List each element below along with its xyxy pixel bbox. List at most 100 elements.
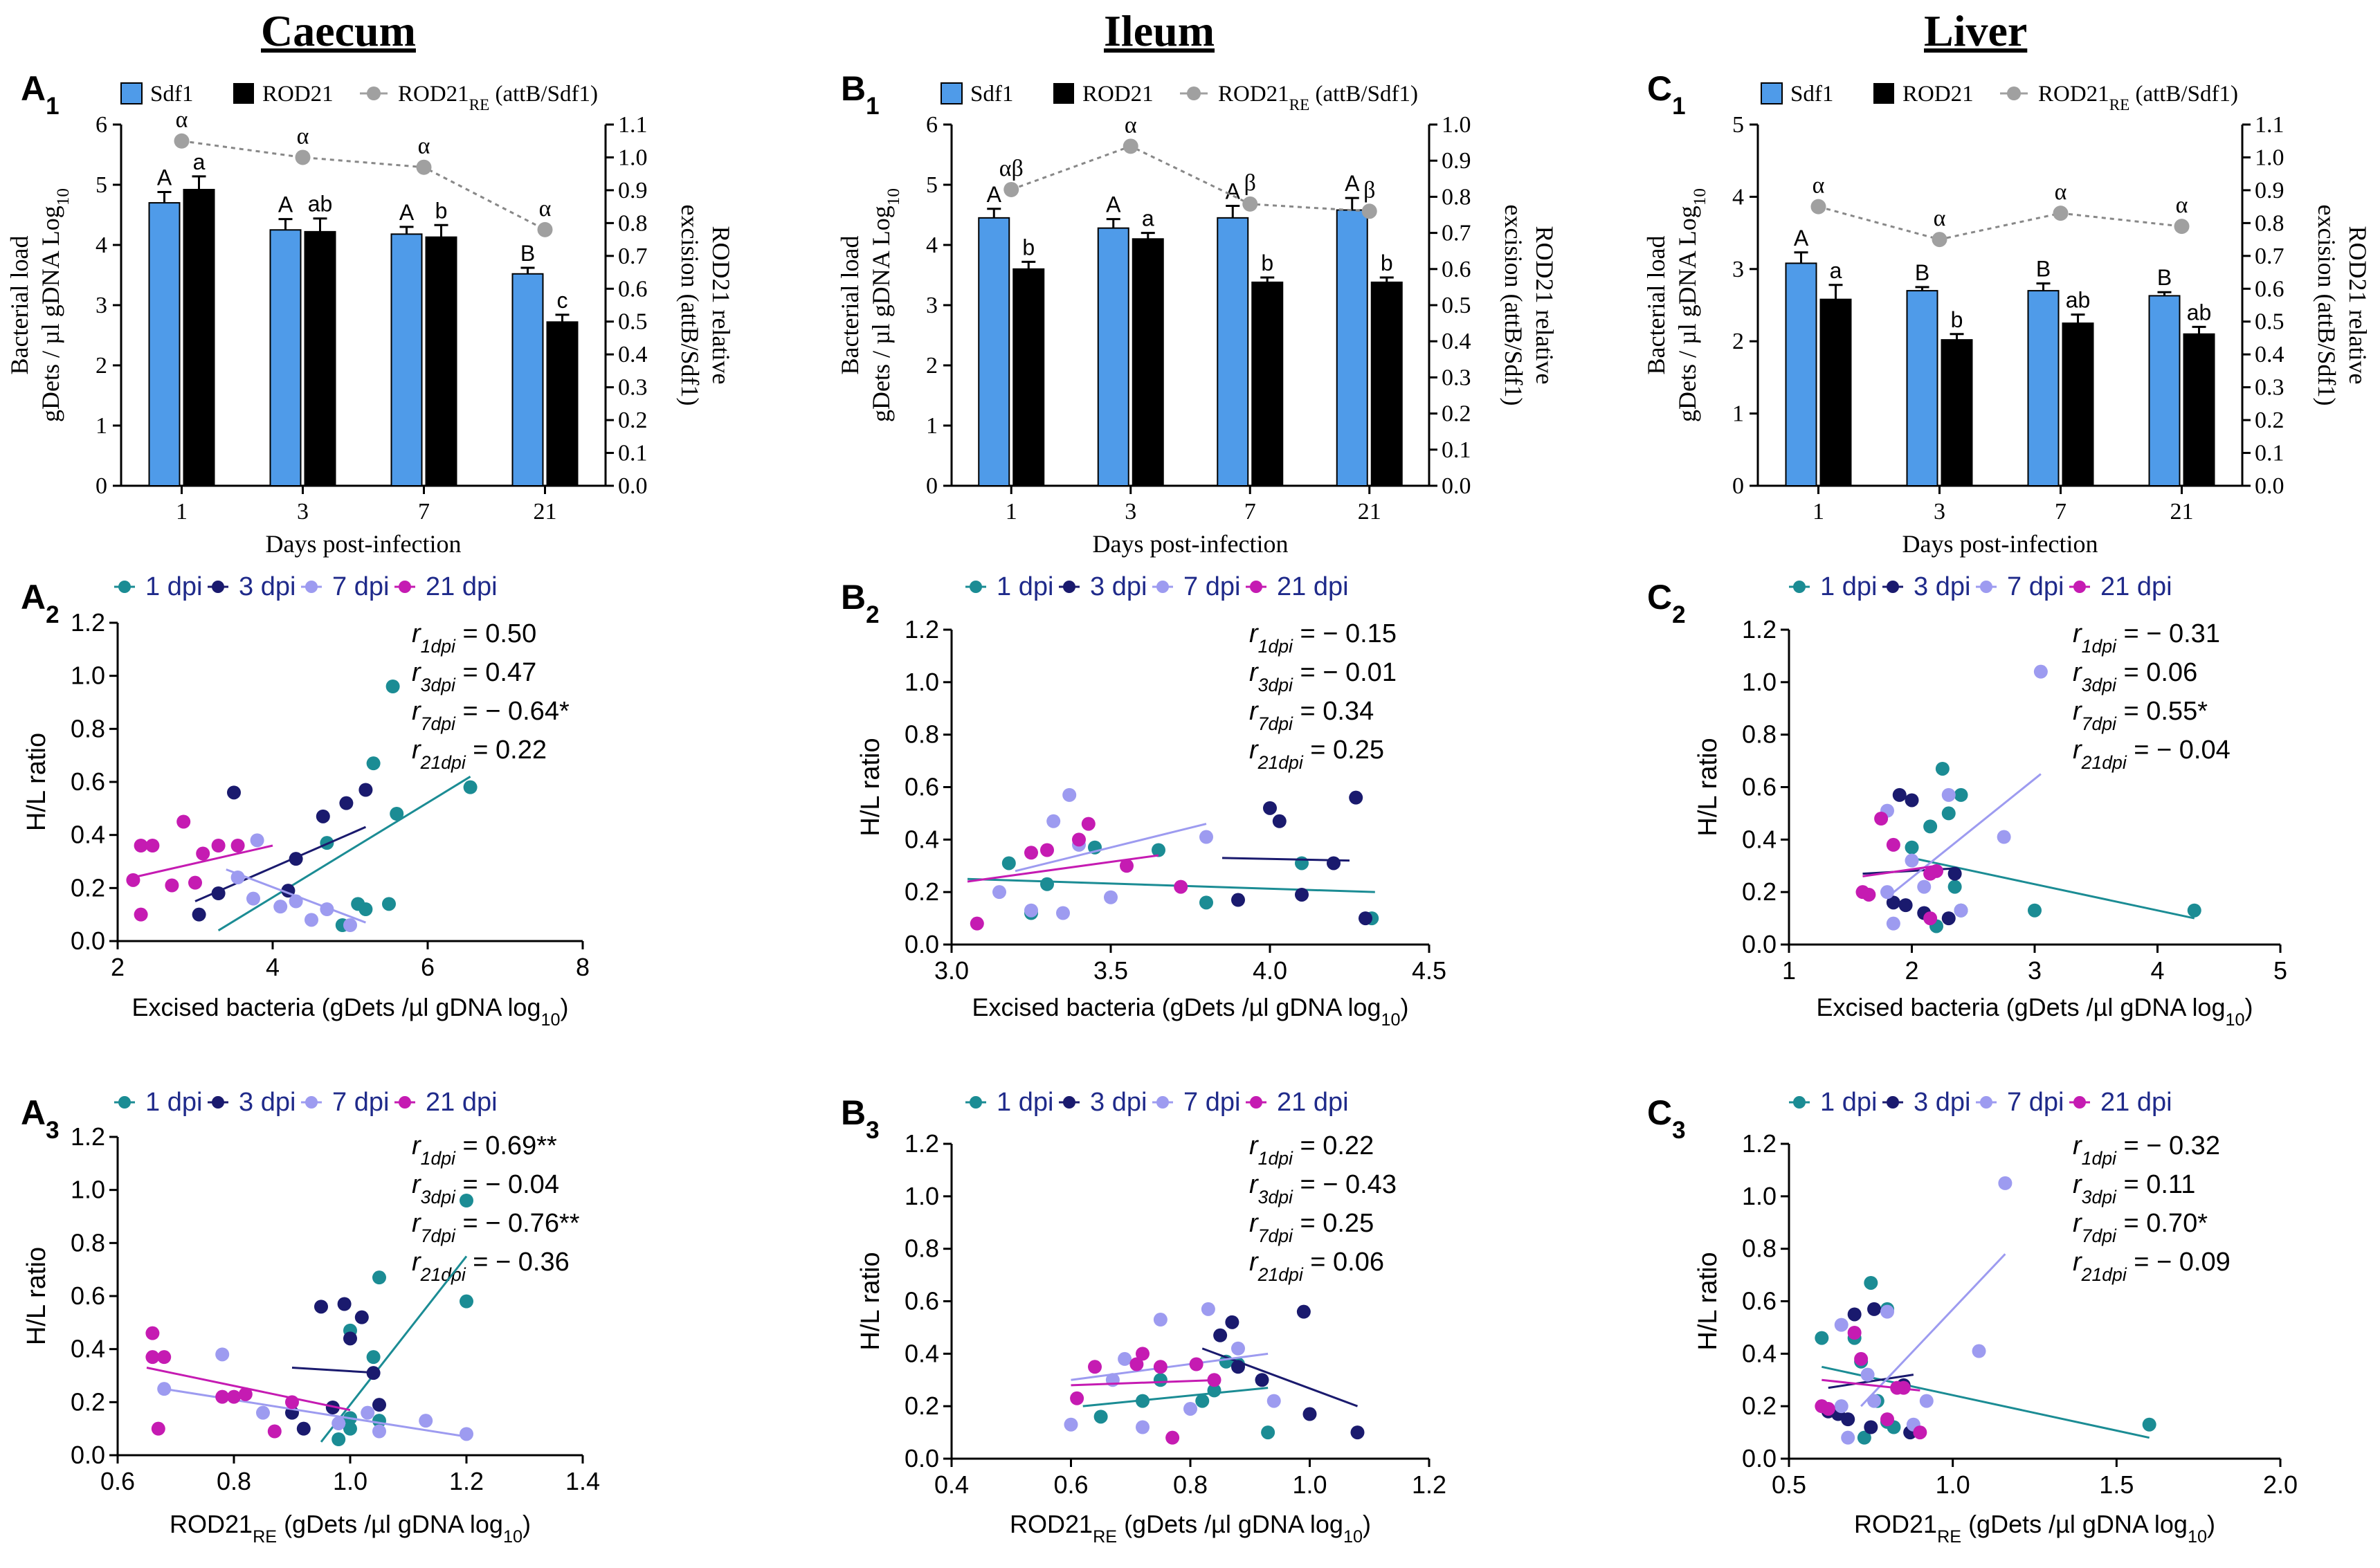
data-point-B3 bbox=[1195, 1394, 1210, 1408]
significance-letter-A1: A bbox=[399, 200, 415, 225]
y-tick-label-C1: 5 bbox=[1732, 112, 1744, 138]
data-point-A2 bbox=[188, 875, 202, 890]
sdf1-bar-A1 bbox=[390, 233, 423, 486]
correlation-stat-C2-part: r bbox=[2073, 658, 2082, 687]
y-tick-label-B2: 0.2 bbox=[905, 877, 939, 906]
y-tick-label-B3: 1.2 bbox=[905, 1129, 939, 1158]
fit-line-B3 bbox=[1071, 1378, 1221, 1387]
x-tick-label-B3: 0.6 bbox=[1053, 1470, 1088, 1499]
data-point-B3 bbox=[1350, 1425, 1365, 1440]
x-tick-label-A1: 1 bbox=[176, 499, 188, 525]
data-point-B2 bbox=[1072, 832, 1086, 847]
data-point-A3 bbox=[267, 1424, 282, 1439]
data-point-A3 bbox=[227, 1389, 241, 1404]
x-tick-label-A3: 0.8 bbox=[217, 1467, 251, 1495]
legend-label-B2: 7 dpi bbox=[1183, 572, 1240, 601]
data-point-C2 bbox=[1862, 887, 1876, 902]
legend-label-C2: 21 dpi bbox=[2100, 572, 2172, 601]
y-tick-label-C2: 0.0 bbox=[1742, 930, 1777, 958]
y-axis-label-A1: Bacterial load bbox=[6, 236, 33, 375]
correlation-stat-C2-part: r bbox=[2073, 619, 2082, 648]
y2-tick-label-C1: 0.5 bbox=[2255, 309, 2284, 335]
y2-tick-label-A1: 0.2 bbox=[618, 408, 648, 433]
x-axis-label-A2: Excised bacteria (gDets /µl gDNA log10) bbox=[131, 993, 568, 1030]
sdf1-bar-B1 bbox=[1217, 217, 1249, 486]
x-axis-label-C2-part: Excised bacteria (gDets /µl gDNA log bbox=[1816, 993, 2225, 1021]
significance-letter-C1: A bbox=[1794, 226, 1809, 250]
legend-re-label: ROD21RE (attB/Sdf1) bbox=[2038, 82, 2238, 113]
correlation-stat-B3-part: = 0.25 bbox=[1293, 1209, 1374, 1238]
correlation-stat-C3: r3dpi = 0.11 bbox=[2073, 1170, 2195, 1207]
data-point-A3 bbox=[151, 1421, 165, 1436]
y-tick-label-B3: 1.0 bbox=[905, 1182, 939, 1210]
legend-sdf1-label: Sdf1 bbox=[970, 82, 1013, 107]
legend-rod21-label: ROD21 bbox=[262, 82, 334, 107]
correlation-stat-B2-part: = − 0.15 bbox=[1293, 619, 1397, 648]
legend-label-C2: 3 dpi bbox=[1914, 572, 1970, 601]
y2-tick-label-B1: 0.4 bbox=[1442, 329, 1471, 354]
correlation-stat-A3: r1dpi = 0.69** bbox=[412, 1131, 557, 1169]
correlation-stat-B3-part: r bbox=[1249, 1209, 1259, 1238]
legend-marker-C3 bbox=[1887, 1096, 1899, 1109]
correlation-stat-B3-part: = 0.22 bbox=[1293, 1131, 1374, 1160]
correlation-stat-B2-part: r bbox=[1249, 658, 1259, 687]
legend-label-C3: 7 dpi bbox=[2007, 1088, 2064, 1117]
correlation-stat-A3-part: r bbox=[412, 1209, 421, 1238]
fit-line-C3 bbox=[1860, 1253, 2006, 1407]
correlation-stat-B3-part: 1dpi bbox=[1258, 1148, 1293, 1169]
data-point-A3 bbox=[343, 1331, 357, 1346]
legend-marker-A3 bbox=[399, 1096, 411, 1109]
rod21-bar-A1 bbox=[546, 321, 579, 486]
re-letter-A1: α bbox=[418, 134, 430, 159]
panel-label-C3-part: C bbox=[1647, 1093, 1672, 1132]
data-point-A3 bbox=[256, 1405, 270, 1420]
data-point-C3 bbox=[1841, 1430, 1855, 1445]
y-tick-label-C1: 2 bbox=[1732, 329, 1744, 354]
panel-label-C2-part: 2 bbox=[1672, 601, 1685, 628]
x-tick-label-C1: 1 bbox=[1813, 499, 1824, 525]
re-line-A1 bbox=[181, 140, 546, 231]
data-point-C3 bbox=[1864, 1420, 1878, 1434]
y-tick-label-B2: 0.4 bbox=[905, 825, 939, 853]
data-point-C3 bbox=[1834, 1399, 1848, 1414]
significance-letter-B1: b bbox=[1261, 250, 1273, 275]
panel-label-B1-part: B bbox=[841, 69, 866, 108]
legend-marker-B3 bbox=[970, 1096, 982, 1109]
data-point-C3 bbox=[1847, 1307, 1862, 1322]
correlation-stat-C3-part: 1dpi bbox=[2082, 1148, 2117, 1169]
x-tick-label-C1: 7 bbox=[2055, 499, 2066, 525]
y-tick-label-B2: 1.0 bbox=[905, 668, 939, 696]
y2-tick-label-C1: 1.0 bbox=[2255, 145, 2284, 170]
x-axis-label-C2-part: 10 bbox=[2225, 1010, 2244, 1030]
correlation-stat-C2: r21dpi = − 0.04 bbox=[2073, 736, 2231, 773]
legend-label-A3: 21 dpi bbox=[426, 1088, 498, 1117]
correlation-stat-C2-part: r bbox=[2073, 736, 2082, 765]
data-point-A2 bbox=[192, 907, 206, 922]
data-point-B3 bbox=[1261, 1425, 1275, 1440]
correlation-stat-C3-part: r bbox=[2073, 1131, 2082, 1160]
fit-line-B3 bbox=[1071, 1352, 1269, 1381]
legend-re-label: ROD21RE (attB/Sdf1) bbox=[1218, 82, 1418, 113]
data-point-A2 bbox=[250, 833, 264, 848]
correlation-stat-B3: r1dpi = 0.22 bbox=[1249, 1131, 1374, 1169]
x-axis-label-C3-part: RE bbox=[1937, 1527, 1961, 1547]
data-point-A2 bbox=[289, 894, 303, 909]
re-marker-A1 bbox=[537, 221, 553, 237]
data-point-A3 bbox=[238, 1387, 253, 1401]
legend-label-A2: 1 dpi bbox=[145, 572, 202, 601]
legend-rod21-swatch bbox=[233, 83, 254, 104]
correlation-stat-A3-part: r bbox=[412, 1170, 421, 1199]
correlation-stat-B2-part: r bbox=[1249, 697, 1259, 726]
y-axis-label-C3: H/L ratio bbox=[1693, 1252, 1723, 1350]
y2-tick-label-A1: 0.0 bbox=[618, 473, 648, 499]
y2-tick-label-B1: 0.1 bbox=[1442, 437, 1471, 463]
panel-label-C1: C1 bbox=[1647, 69, 1686, 120]
fit-line-C2 bbox=[1862, 864, 1937, 877]
y-axis-label2-A1-part: 10 bbox=[54, 188, 73, 206]
x-axis-label-A3: ROD21RE (gDets /µl gDNA log10) bbox=[170, 1510, 531, 1547]
data-point-A3 bbox=[215, 1389, 230, 1404]
y-tick-label-B3: 0.0 bbox=[905, 1444, 939, 1473]
significance-letter-C1: B bbox=[1915, 260, 1929, 285]
y2-tick-label-B1: 0.2 bbox=[1442, 401, 1471, 427]
data-point-B3 bbox=[1153, 1373, 1168, 1387]
